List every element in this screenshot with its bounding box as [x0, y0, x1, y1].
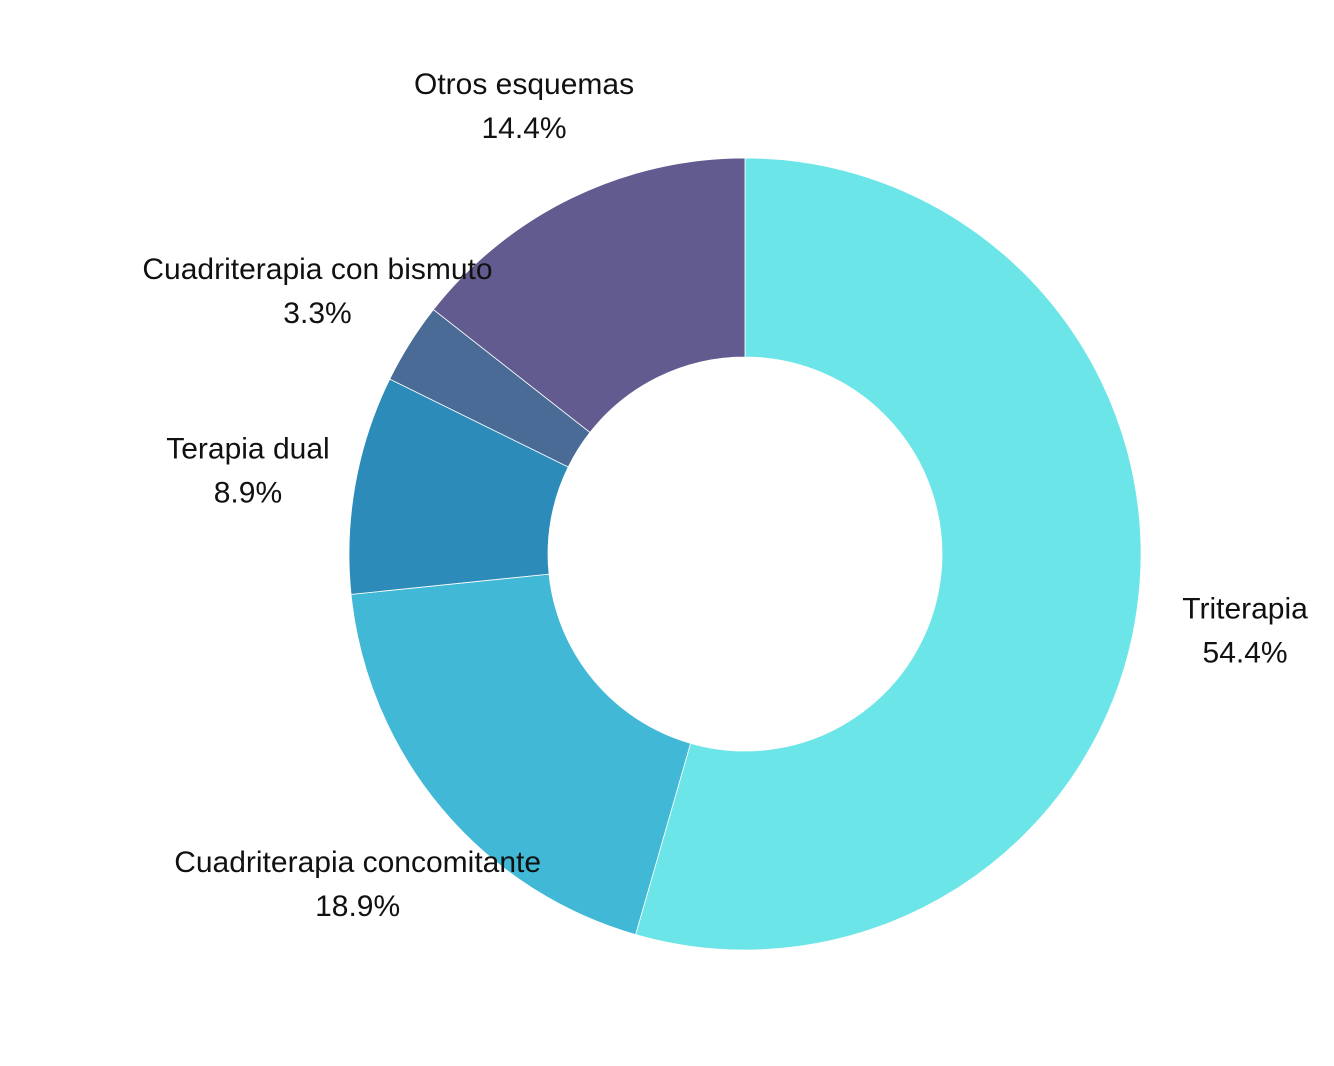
- label-triterapia: Triterapia 54.4%: [1182, 592, 1308, 669]
- label-cuadriterapia-con-bismuto: Cuadriterapia con bismuto 3.3%: [142, 253, 492, 330]
- label-otros-esquemas: Otros esquemas 14.4%: [414, 68, 634, 145]
- slice-labels: Triterapia 54.4% Cuadriterapia concomitant…: [142, 68, 1308, 923]
- slice-value-label: 8.9%: [214, 477, 282, 510]
- slice-otros-esquemas: [432, 157, 746, 433]
- slice-value-label: 3.3%: [283, 297, 351, 330]
- label-cuadriterapia-concomitante: Cuadriterapia concomitante 18.9%: [174, 846, 541, 923]
- slice-category-label: Terapia dual: [166, 433, 329, 466]
- label-terapia-dual: Terapia dual 8.9%: [166, 433, 329, 510]
- slice-category-label: Otros esquemas: [414, 68, 634, 101]
- slice-value-label: 14.4%: [482, 112, 567, 145]
- slice-value-label: 54.4%: [1203, 636, 1288, 669]
- slice-category-label: Cuadriterapia con bismuto: [142, 253, 492, 286]
- donut-slices: [348, 157, 1142, 951]
- slice-category-label: Triterapia: [1182, 592, 1308, 625]
- slice-value-label: 18.9%: [315, 890, 400, 923]
- slice-triterapia: [635, 157, 1142, 951]
- slice-category-label: Cuadriterapia concomitante: [174, 846, 541, 879]
- slice-cuadriterapia-concomitante: [350, 573, 692, 936]
